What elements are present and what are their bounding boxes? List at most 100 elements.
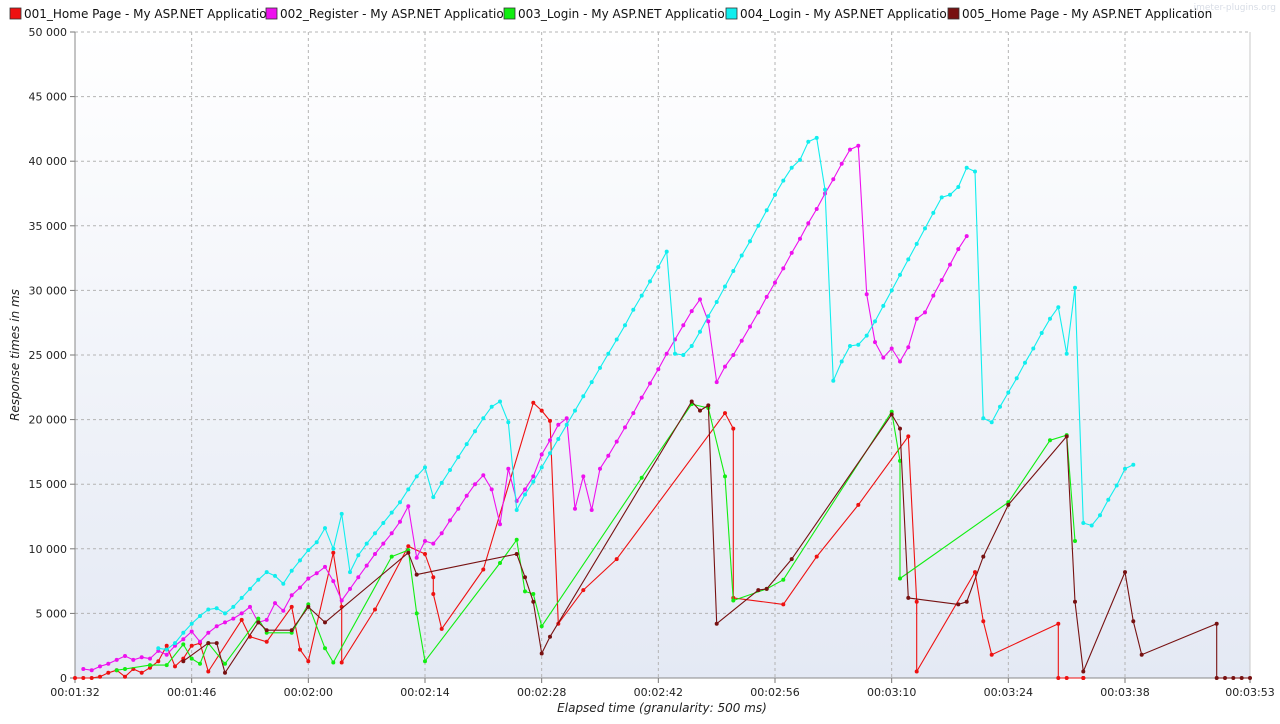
series-1-point — [98, 674, 102, 679]
series-2-point — [139, 655, 144, 660]
series-4-point — [948, 192, 952, 197]
series-5-point — [1223, 676, 1227, 680]
series-2-point — [456, 506, 461, 511]
legend-swatch-5 — [947, 7, 960, 20]
series-2-point — [681, 323, 686, 328]
series-4-point — [364, 541, 369, 546]
y-axis-title: Response times in ms — [8, 289, 22, 421]
x-tick-label: 00:03:38 — [1100, 686, 1149, 699]
series-5-line — [182, 400, 1250, 679]
series-4-point — [323, 526, 327, 531]
series-4-point — [1006, 390, 1011, 395]
series-4-point — [356, 553, 361, 558]
series-2-point — [323, 564, 327, 569]
series-4-point — [1114, 483, 1119, 488]
series-4-point — [939, 195, 944, 200]
series-1-point — [173, 664, 177, 669]
series-2-point — [889, 346, 894, 351]
series-4-point — [664, 249, 669, 254]
series-2-point — [906, 345, 911, 350]
series-3-point — [514, 537, 519, 542]
series-2-point — [614, 439, 619, 444]
series-4-point — [539, 465, 544, 470]
series-5-point — [206, 641, 211, 646]
series-2-point — [539, 452, 544, 457]
series-4-point — [831, 378, 836, 383]
series-3-point — [1048, 438, 1052, 443]
series-4-point — [581, 394, 586, 399]
series-4-point — [689, 344, 694, 348]
series-1-point — [298, 647, 302, 652]
series-2-point — [589, 508, 594, 512]
series-1-point — [614, 557, 619, 562]
series-4-point — [631, 307, 636, 312]
series-4-point — [806, 139, 811, 144]
series-2-point — [381, 541, 386, 546]
series-1-point — [914, 669, 919, 674]
series-3-point — [123, 667, 127, 671]
series-2-point — [498, 522, 502, 527]
series-4-point — [1014, 376, 1019, 381]
series-1-point — [973, 570, 977, 575]
series-3-point — [781, 577, 786, 582]
series-4-point — [1081, 521, 1086, 525]
series-1-point — [73, 676, 77, 680]
series-1-point — [781, 602, 786, 607]
y-tick-label: 25 000 — [29, 349, 68, 362]
series-2-point — [489, 487, 494, 492]
series-2-point — [439, 531, 444, 536]
series-4-point — [439, 480, 444, 485]
series-5-point — [964, 599, 969, 604]
series-5-point — [1073, 599, 1077, 604]
series-2-point — [89, 668, 94, 673]
series-1-point — [1064, 676, 1069, 680]
series-5-point — [256, 620, 261, 625]
grid-layer — [75, 31, 1250, 678]
y-tick-label: 30 000 — [29, 284, 68, 297]
series-4-point — [748, 239, 752, 244]
series-2-point — [581, 474, 586, 479]
series-2-point — [131, 657, 136, 662]
series-4-point — [723, 284, 727, 289]
series-1-point — [239, 617, 244, 622]
series-2-point — [764, 294, 769, 299]
series-4-point — [273, 573, 277, 578]
series-4-line — [158, 137, 1134, 651]
series-5-point — [406, 550, 411, 555]
series-2-point — [214, 624, 219, 629]
series-5-point — [1064, 434, 1069, 439]
series-2-point — [706, 319, 711, 324]
series-2-point — [639, 395, 644, 400]
series-2-point — [239, 611, 244, 616]
series-1-point — [331, 550, 336, 555]
series-4-point — [731, 269, 736, 273]
series-4-point — [973, 169, 977, 174]
series-2-point — [806, 221, 811, 226]
series-4-point — [798, 157, 802, 162]
series-1-point — [548, 418, 552, 423]
series-4-point — [931, 210, 936, 215]
series-4-point — [398, 500, 402, 505]
series-3-point — [639, 475, 644, 480]
series-4-point — [181, 630, 186, 635]
series-5-point — [689, 399, 694, 404]
series-2-point — [839, 161, 844, 166]
series-5-point — [289, 628, 294, 633]
series-4-point — [673, 351, 677, 356]
series-4-point — [781, 178, 786, 183]
series-2-point — [448, 518, 452, 523]
series-2-point — [423, 539, 427, 543]
series-2-point — [856, 143, 861, 148]
series-2-point — [556, 422, 561, 427]
series-4-point — [739, 253, 744, 258]
series-3-point — [164, 663, 169, 668]
series-2-point — [281, 608, 286, 613]
series-1-point — [423, 552, 427, 556]
series-5-point — [1123, 570, 1127, 575]
series-4-point — [989, 420, 994, 425]
series-4-point — [848, 344, 852, 348]
series-3-point — [389, 554, 394, 559]
series-4-point — [1106, 497, 1111, 502]
series-2-point — [464, 493, 469, 498]
